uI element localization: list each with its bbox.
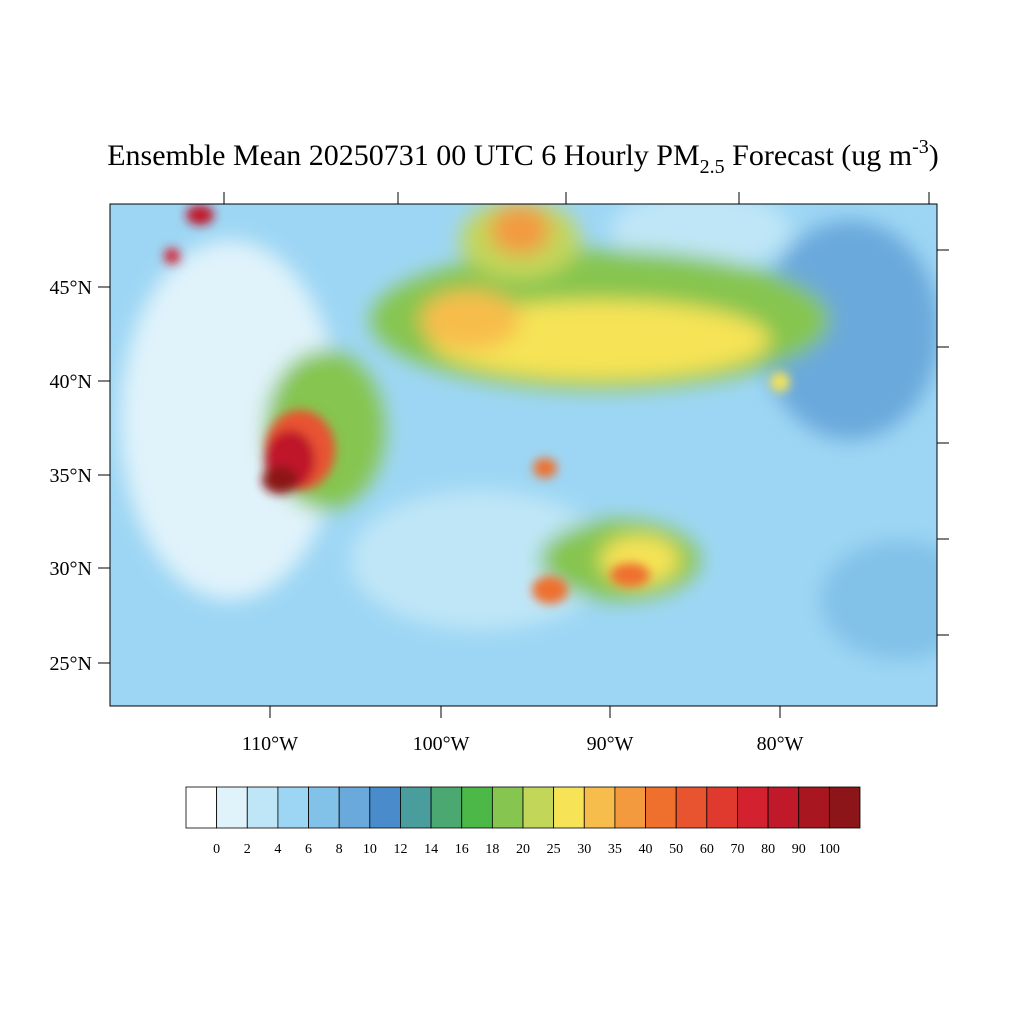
colorbar-label: 35 (608, 842, 622, 857)
colorbar-label: 60 (700, 842, 714, 857)
colorbar-box (706, 786, 738, 829)
colorbar-label: 100 (819, 842, 840, 857)
colorbar-box (798, 786, 830, 829)
colorbar-box (338, 786, 371, 829)
colorbar-box (614, 786, 646, 829)
lat-label: 35°N (50, 465, 92, 487)
map-frame (109, 203, 938, 707)
colorbar-box (767, 786, 800, 829)
colorbar-box (553, 786, 585, 829)
colorbar-box (216, 786, 248, 829)
title-text: ) (929, 139, 939, 172)
colorbar-label: 25 (547, 842, 561, 857)
colorbar-label: 90 (792, 842, 806, 857)
lon-label: 110°W (242, 733, 298, 755)
colorbar-box (400, 786, 432, 829)
colorbar-label: 30 (577, 842, 591, 857)
colorbar-box (369, 786, 401, 829)
title-text: Ensemble Mean 20250731 00 UTC 6 Hourly P… (107, 139, 699, 172)
colorbar-box (491, 786, 524, 829)
map-axes: 45°N 40°N 35°N 30°N 25°N 110°W 100°W 90°W 80°W (50, 192, 949, 755)
colorbar-box (828, 786, 861, 829)
colorbar-label: 14 (424, 842, 438, 857)
title-superscript: -3 (912, 136, 929, 158)
colorbar: 0 2 4 6 8 10 12 14 16 18 20 25 30 35 40 50 60 70 80 90 100 (185, 786, 861, 857)
colorbar-label: 16 (455, 842, 469, 857)
colorbar-box (430, 786, 463, 829)
colorbar-label: 40 (639, 842, 653, 857)
title-subscript: 2.5 (700, 156, 725, 178)
lat-label: 30°N (50, 558, 92, 580)
colorbar-box (675, 786, 708, 829)
colorbar-box (645, 786, 677, 829)
colorbar-box (308, 786, 340, 829)
colorbar-label: 20 (516, 842, 530, 857)
colorbar-label: 4 (274, 842, 281, 857)
colorbar-box (522, 786, 555, 829)
colorbar-label: 10 (363, 842, 377, 857)
colorbar-label: 8 (336, 842, 343, 857)
lat-label: 45°N (50, 277, 92, 299)
colorbar-label: 18 (485, 842, 499, 857)
lon-label: 100°W (413, 733, 470, 755)
colorbar-box (583, 786, 616, 829)
lat-label: 25°N (50, 653, 92, 675)
colorbar-label: 2 (244, 842, 251, 857)
colorbar-label: 80 (761, 842, 775, 857)
map-title: Ensemble Mean 20250731 00 UTC 6 Hourly P… (107, 136, 939, 178)
lon-label: 90°W (587, 733, 634, 755)
title-text: Forecast (ug m (725, 139, 912, 172)
colorbar-box (185, 786, 218, 829)
lon-label: 80°W (757, 733, 804, 755)
colorbar-box (461, 786, 493, 829)
colorbar-label: 70 (730, 842, 744, 857)
colorbar-label: 6 (305, 842, 312, 857)
colorbar-box (246, 786, 279, 829)
pm25-field (110, 204, 937, 706)
colorbar-label: 12 (393, 842, 407, 857)
colorbar-label: 50 (669, 842, 683, 857)
colorbar-box (277, 786, 309, 829)
lat-label: 40°N (50, 371, 92, 393)
colorbar-box (737, 786, 769, 829)
colorbar-label: 0 (213, 842, 220, 857)
